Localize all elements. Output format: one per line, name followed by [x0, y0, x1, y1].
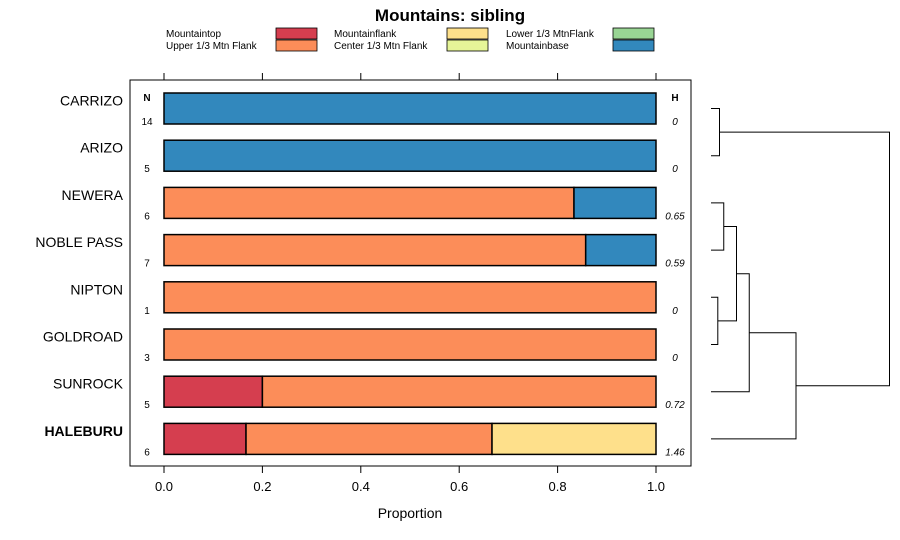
bar-noble-pass-upper-1-3-mtn-flank — [163, 233, 587, 267]
legend-swatch-mountainflank — [446, 27, 489, 40]
legend-label-center-1-3-mtn-flank: Center 1/3 Mtn Flank — [334, 41, 428, 52]
plot-frame — [129, 79, 692, 467]
n-value-arizo: 5 — [144, 164, 150, 175]
n-value-goldroad: 3 — [144, 353, 150, 364]
legend-swatch-upper-1-3-mtn-flank — [275, 39, 318, 52]
n-value-noble-pass: 7 — [144, 259, 150, 270]
n-value-newera: 6 — [144, 211, 150, 222]
row-label-sunrock: SUNROCK — [53, 376, 124, 392]
legend-swatch-mountaintop — [275, 27, 318, 40]
dendrogram-link-3 — [711, 296, 719, 345]
bar-sunrock-upper-1-3-mtn-flank — [261, 375, 657, 408]
x-tick-label-1-0: 1.0 — [647, 479, 665, 494]
chart-title: Mountains: sibling — [375, 6, 525, 25]
bars — [163, 92, 657, 456]
legend-label-mountaintop: Mountaintop — [166, 29, 221, 40]
h-header: H — [671, 93, 678, 104]
row-labels: CARRIZO 14 0 ARIZO 5 0 NEWERA 6 0.65 NOBLE PASS 7 0… — [35, 93, 685, 459]
legend-label-upper-1-3-mtn-flank: Upper 1/3 Mtn Flank — [166, 41, 258, 52]
legend-label-lower-1-3-mtnflank: Lower 1/3 MtnFlank — [506, 29, 595, 40]
legend-swatch-center-1-3-mtn-flank — [446, 39, 489, 52]
bar-carrizo-mountainbase — [163, 92, 657, 125]
row-label-noble-pass: NOBLE PASS — [35, 234, 123, 250]
h-value-newera: 0.65 — [665, 211, 685, 222]
bar-noble-pass-mountainbase — [584, 233, 657, 267]
legend-label-mountainflank: Mountainflank — [334, 29, 397, 40]
legend-label-mountainbase: Mountainbase — [506, 41, 569, 52]
h-value-goldroad: 0 — [672, 353, 678, 364]
h-value-haleburu: 1.46 — [665, 447, 685, 458]
legend-swatch-lower-1-3-mtnflank — [612, 27, 655, 40]
bar-newera-mountainbase — [573, 186, 657, 220]
row-label-nipton: NIPTON — [70, 281, 123, 297]
row-label-carrizo: CARRIZO — [60, 93, 123, 109]
bar-sunrock-mountaintop — [163, 375, 264, 408]
x-tick-label-0-8: 0.8 — [549, 479, 567, 494]
row-label-arizo: ARIZO — [80, 140, 123, 156]
h-value-arizo: 0 — [672, 164, 678, 175]
bar-newera-upper-1-3-mtn-flank — [163, 186, 575, 220]
x-tick-label-0-6: 0.6 — [450, 479, 468, 494]
legend-swatch-mountainbase — [612, 39, 655, 52]
h-value-noble-pass: 0.59 — [665, 259, 685, 270]
n-value-haleburu: 6 — [144, 447, 150, 458]
dendrogram-link-2 — [711, 202, 725, 251]
n-value-sunrock: 5 — [144, 400, 150, 411]
x-tick-label-0-2: 0.2 — [253, 479, 271, 494]
h-value-nipton: 0 — [672, 306, 678, 317]
dendrogram-link-4 — [717, 226, 737, 322]
x-axis-label: Proportion — [378, 505, 443, 521]
n-value-carrizo: 14 — [141, 117, 153, 128]
bar-haleburu-mountainflank — [491, 422, 657, 456]
dendrogram-link-1 — [711, 108, 720, 157]
bar-arizo-mountainbase — [163, 139, 657, 172]
row-label-newera: NEWERA — [62, 187, 124, 203]
dendrogram-link-5 — [711, 273, 750, 393]
x-tick-label-0-0: 0.0 — [155, 479, 173, 494]
bar-haleburu-mountaintop — [163, 422, 247, 456]
row-label-goldroad: GOLDROAD — [43, 329, 123, 345]
h-value-sunrock: 0.72 — [665, 400, 685, 411]
n-value-nipton: 1 — [144, 306, 150, 317]
dendrogram — [711, 108, 890, 440]
dendrogram-link-7 — [719, 131, 890, 387]
n-header: N — [143, 93, 150, 104]
row-label-haleburu: HALEBURU — [44, 423, 123, 439]
bar-goldroad-upper-1-3-mtn-flank — [163, 328, 657, 361]
bar-haleburu-upper-1-3-mtn-flank — [245, 422, 493, 456]
dendrogram-link-6 — [711, 332, 797, 440]
x-tick-label-0-4: 0.4 — [352, 479, 370, 494]
h-value-carrizo: 0 — [672, 117, 678, 128]
bar-nipton-upper-1-3-mtn-flank — [163, 281, 657, 314]
x-axis: 0.0 0.2 0.4 0.6 0.8 1.0 — [155, 73, 665, 494]
